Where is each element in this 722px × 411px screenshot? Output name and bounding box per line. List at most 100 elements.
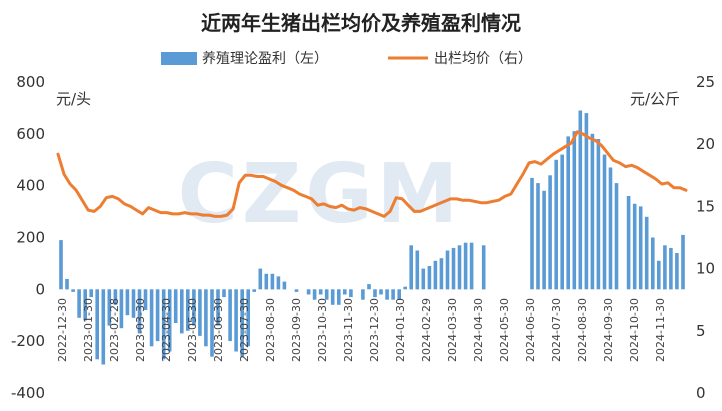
x-tick-label: 2024-01-30: [394, 298, 407, 362]
bar-mark: [186, 289, 190, 331]
bar-mark: [433, 260, 438, 290]
bar-mark: [644, 216, 649, 290]
line-series: [56, 130, 688, 218]
x-tick-label: 2023-05-30: [186, 298, 199, 362]
left-tick-label: -200: [11, 332, 45, 350]
bar-mark: [204, 289, 208, 347]
bar-mark: [173, 289, 178, 323]
bar-mark: [252, 289, 256, 292]
bar-series: [59, 110, 685, 365]
bar-mark: [71, 289, 75, 292]
right-tick-label: 0: [696, 384, 706, 402]
bar-mark: [234, 289, 238, 352]
bar-mark: [222, 289, 226, 298]
bar-mark: [155, 289, 160, 342]
right-tick-label: 20: [696, 135, 715, 153]
left-tick-label: 0: [35, 280, 45, 298]
legend-line-label: 出栏均价（右）: [434, 51, 532, 67]
bar-mark: [324, 289, 329, 300]
bar-mark: [83, 289, 87, 321]
bar-mark: [560, 154, 564, 290]
bar-mark: [403, 286, 407, 290]
bar-mark: [457, 245, 462, 290]
bar-mark: [167, 289, 172, 352]
bar-mark: [361, 289, 365, 300]
x-tick-label: 2024-10-30: [628, 298, 641, 362]
bar-mark: [113, 289, 118, 305]
chart-title: 近两年生猪出栏均价及养殖盈利情况: [201, 11, 521, 35]
bar-mark: [608, 167, 613, 290]
bar-mark: [675, 253, 679, 290]
bar-mark: [228, 289, 232, 342]
left-axis-unit: 元/头: [56, 90, 91, 108]
right-tick-label: 25: [696, 73, 715, 91]
bar-mark: [318, 289, 323, 295]
bar-mark: [451, 247, 456, 290]
bar-mark: [409, 245, 413, 290]
bar-mark: [663, 245, 667, 290]
bar-mark: [481, 245, 486, 290]
bar-mark: [566, 136, 570, 290]
x-tick-label: 2023-06-30: [212, 298, 225, 362]
x-tick-label: 2024-11-30: [654, 298, 667, 362]
right-tick-label: 15: [696, 197, 715, 215]
bar-mark: [415, 250, 420, 290]
right-tick-label: 10: [696, 260, 715, 278]
bar-mark: [349, 289, 353, 298]
bar-mark: [330, 289, 335, 305]
bar-mark: [572, 131, 577, 290]
x-tick-label: 2024-08-30: [576, 298, 589, 362]
legend-bar-label: 养殖理论盈利（左）: [202, 50, 328, 67]
x-tick-label: 2023-10-30: [316, 298, 329, 362]
bar-mark: [312, 289, 317, 300]
x-tick-label: 2024-06-30: [524, 298, 537, 362]
bar-mark: [614, 183, 619, 290]
bar-mark: [198, 289, 202, 336]
x-tick-label: 2024-05-30: [498, 298, 511, 362]
bar-mark: [542, 190, 546, 290]
bar-mark: [669, 247, 673, 290]
bar-mark: [554, 159, 558, 290]
bar-mark: [125, 289, 130, 316]
x-tick-label: 2024-03-30: [446, 298, 459, 362]
watermark: CZGM: [178, 147, 463, 242]
bar-mark: [89, 289, 93, 298]
bar-mark: [192, 289, 196, 326]
bar-mark: [578, 110, 583, 290]
bar-mark: [210, 289, 214, 357]
bar-mark: [626, 196, 631, 290]
legend: 养殖理论盈利（左） 出栏均价（右）: [161, 50, 532, 67]
x-tick-label: 2023-02-28: [108, 298, 121, 362]
x-tick-label: 2024-04-30: [472, 298, 485, 362]
x-tick-label: 2023-08-30: [264, 298, 277, 362]
legend-bar-swatch: [161, 52, 197, 65]
bar-mark: [596, 139, 601, 290]
bar-mark: [59, 240, 63, 290]
bar-mark: [101, 289, 106, 365]
bar-mark: [216, 289, 220, 326]
bar-mark: [584, 113, 589, 290]
bar-mark: [427, 266, 432, 290]
x-tick-label: 2023-07-30: [238, 298, 251, 362]
bar-mark: [657, 260, 661, 290]
bar-mark: [137, 289, 142, 334]
bar-mark: [95, 289, 99, 360]
bar-mark: [548, 175, 552, 290]
right-axis-unit: 元/公斤: [630, 90, 680, 108]
x-tick-label: 2022-12-30: [56, 298, 69, 362]
bar-mark: [149, 289, 154, 347]
bar-mark: [306, 289, 311, 295]
bar-mark: [397, 289, 401, 300]
bar-mark: [681, 234, 685, 290]
bar-mark: [264, 273, 269, 290]
x-tick-label: 2024-07-30: [550, 298, 563, 362]
bar-mark: [373, 289, 377, 298]
x-tick-label: 2023-04-30: [160, 298, 173, 362]
x-tick-label: 2023-01-30: [82, 298, 95, 362]
bar-mark: [270, 273, 275, 290]
bar-mark: [294, 289, 299, 292]
bar-mark: [391, 289, 395, 300]
bar-mark: [632, 203, 637, 290]
